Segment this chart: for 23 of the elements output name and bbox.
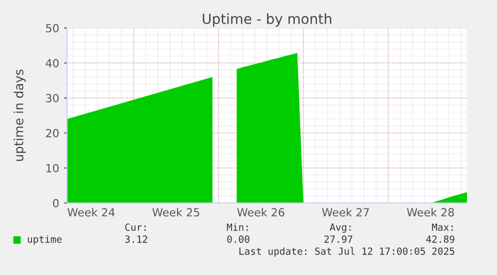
y-axis-title: uptime in days: [14, 70, 26, 161]
y-tick-label: 20: [46, 128, 59, 138]
text: Cur:: [125, 223, 146, 231]
text: Last update: Sat Jul 12 17:00:05 2025: [239, 247, 454, 257]
y-tick-label: 30: [46, 94, 59, 102]
text: Avg:: [330, 224, 351, 233]
text: Max:: [432, 224, 453, 231]
x-tick-label: Week 24: [68, 208, 115, 216]
legend-label: uptime: [28, 235, 62, 245]
x-tick-label: Week 27: [322, 208, 369, 216]
text: 0.00: [227, 235, 250, 243]
chart-title: Uptime - by month: [202, 13, 332, 27]
y-tick-label: 10: [46, 164, 59, 172]
text: 42.89: [426, 235, 454, 243]
text: 3.12: [125, 235, 148, 243]
y-tick-label: 50: [46, 24, 59, 32]
x-tick-label: Week 28: [406, 208, 454, 216]
y-tick-label: 40: [46, 58, 59, 68]
x-tick-label: Week 25: [152, 208, 200, 216]
x-tick-label: Week 26: [237, 208, 284, 216]
text: 27.97: [324, 235, 352, 243]
text: Min:: [226, 223, 248, 231]
y-tick-label: 0: [53, 198, 59, 208]
